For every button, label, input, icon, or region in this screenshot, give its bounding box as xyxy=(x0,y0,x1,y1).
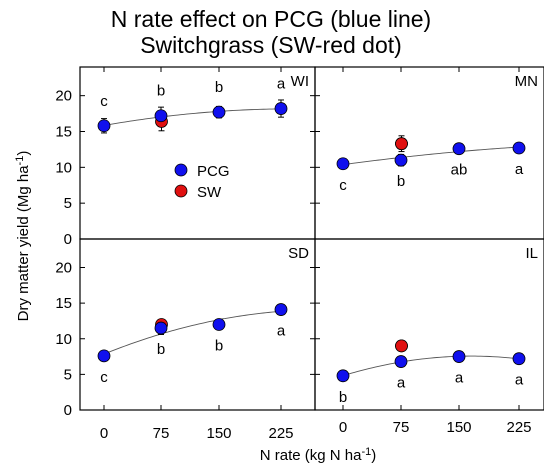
significance-letter: a xyxy=(515,161,524,178)
y-tick-label: 5 xyxy=(64,195,72,212)
y-tick-label: 10 xyxy=(55,159,72,176)
x-tick-label: 150 xyxy=(206,425,231,442)
pcg-point xyxy=(512,141,526,155)
significance-letter: c xyxy=(339,177,347,194)
pcg-point xyxy=(512,352,526,366)
significance-letter: a xyxy=(277,323,286,340)
panel-site-label: MN xyxy=(515,73,538,90)
pcg-point xyxy=(394,355,408,368)
significance-letter: a xyxy=(397,375,406,392)
y-tick-label: 20 xyxy=(55,260,72,277)
significance-letter: b xyxy=(215,338,223,355)
legend: PCG SW xyxy=(174,163,230,201)
panel-wi: WI 0 5 10 15 20 c b b a xyxy=(55,66,316,248)
pcg-fit-line xyxy=(103,310,282,355)
significance-letter: b xyxy=(215,79,223,96)
legend-marker-sw xyxy=(174,184,188,198)
pcg-point xyxy=(452,350,466,363)
x-tick-label: 150 xyxy=(446,419,471,436)
significance-letter: ab xyxy=(451,162,468,179)
significance-letter: b xyxy=(339,389,347,406)
pcg-point xyxy=(212,105,226,119)
pcg-point xyxy=(212,318,226,331)
pcg-point xyxy=(154,109,168,123)
panel-il: IL 0 75 150 225 b a a a xyxy=(314,238,544,436)
sw-point-top xyxy=(395,339,408,353)
pcg-point xyxy=(274,102,288,115)
panel-sd: SD 0 5 10 15 20 0 75 150 225 c b b a xyxy=(55,238,316,442)
chart-title-line1: N rate effect on PCG (blue line) xyxy=(111,6,431,32)
pcg-point xyxy=(336,369,350,383)
chart-title-line2: Switchgrass (SW-red dot) xyxy=(140,32,402,58)
x-tick-label: 0 xyxy=(339,419,347,436)
sw-point-top xyxy=(395,137,408,151)
x-tick-label: 75 xyxy=(153,425,170,442)
pcg-fit-line xyxy=(342,146,520,166)
significance-letter: b xyxy=(157,341,165,358)
pcg-point xyxy=(336,157,350,171)
panel-frame xyxy=(314,66,544,240)
y-tick-label: 0 xyxy=(64,231,72,248)
x-tick-label: 225 xyxy=(268,425,293,442)
x-tick-label: 0 xyxy=(100,425,108,442)
pcg-point xyxy=(97,119,111,133)
y-tick-label: 20 xyxy=(55,88,72,105)
y-tick-label: 5 xyxy=(64,366,72,383)
y-tick-label: 15 xyxy=(55,124,72,141)
significance-letter: a xyxy=(277,76,286,93)
significance-letter: c xyxy=(100,369,108,386)
pcg-point xyxy=(97,349,111,363)
panel-site-label: IL xyxy=(525,245,538,262)
panel-frame xyxy=(314,238,544,411)
x-tick-label: 225 xyxy=(506,419,531,436)
significance-letter: a xyxy=(515,372,524,389)
legend-label-sw: SW xyxy=(197,184,222,201)
pcg-point xyxy=(154,321,168,335)
x-tick-label: 75 xyxy=(393,419,410,436)
significance-letter: a xyxy=(455,370,464,387)
legend-label-pcg: PCG xyxy=(197,163,230,180)
pcg-fit-line xyxy=(342,355,520,377)
significance-letter: b xyxy=(397,173,405,190)
y-tick-label: 10 xyxy=(55,331,72,348)
x-axis-label: N rate (kg N ha-1) xyxy=(260,446,377,464)
panel-site-label: WI xyxy=(291,73,309,90)
y-tick-label: 15 xyxy=(55,295,72,312)
pcg-point xyxy=(394,153,408,167)
pcg-fit-line xyxy=(103,108,282,126)
pcg-point xyxy=(274,303,288,316)
panel-site-label: SD xyxy=(288,245,309,262)
panel-mn: MN c b ab a xyxy=(314,66,544,240)
panel-frame xyxy=(79,66,316,240)
legend-marker-pcg xyxy=(174,163,188,177)
y-axis-label: Dry matter yield (Mg ha-1) xyxy=(14,151,32,322)
pcg-point xyxy=(452,142,466,156)
y-tick-label: 0 xyxy=(64,402,72,419)
significance-letter: b xyxy=(157,83,165,100)
significance-letter: c xyxy=(100,93,108,110)
